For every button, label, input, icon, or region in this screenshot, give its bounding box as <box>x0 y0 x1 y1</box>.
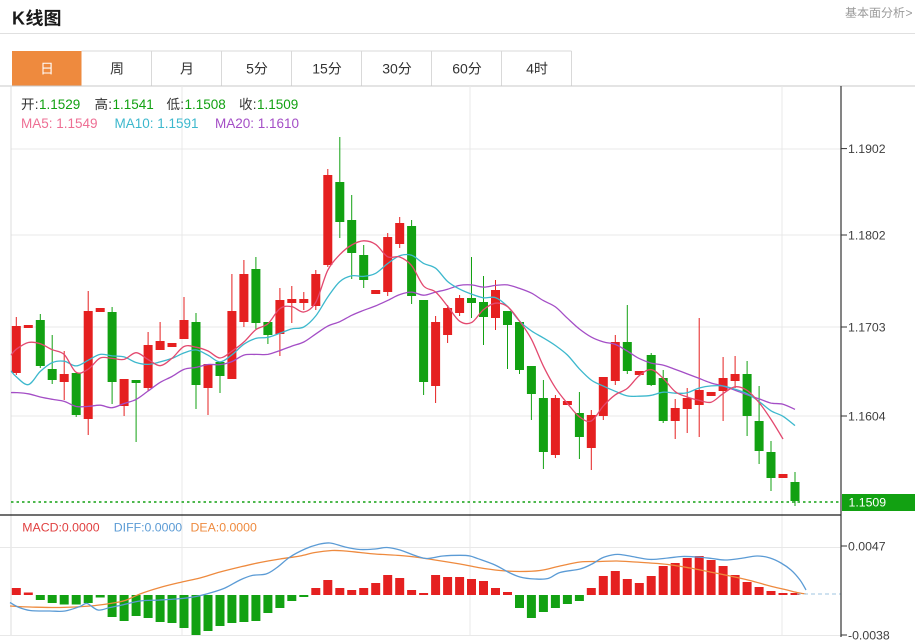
svg-text:1.1703: 1.1703 <box>848 320 886 334</box>
svg-text:MA5: 1.1549: MA5: 1.1549 <box>21 116 98 131</box>
svg-text:1.1509: 1.1509 <box>849 496 887 510</box>
svg-text:1.1604: 1.1604 <box>848 409 886 423</box>
svg-text:60: 60 <box>452 61 468 77</box>
svg-text:1.1508: 1.1508 <box>185 97 226 112</box>
svg-text:DIFF:0.0000: DIFF:0.0000 <box>114 521 183 535</box>
svg-text:MACD:0.0000: MACD:0.0000 <box>22 521 99 535</box>
svg-text:K: K <box>12 9 25 29</box>
svg-text:1.1509: 1.1509 <box>257 97 298 112</box>
svg-text:DEA:0.0000: DEA:0.0000 <box>191 521 257 535</box>
svg-text:5: 5 <box>246 61 254 77</box>
svg-text:MA20: 1.1610: MA20: 1.1610 <box>215 116 299 131</box>
svg-text:MA10: 1.1591: MA10: 1.1591 <box>115 116 199 131</box>
svg-text::: : <box>180 97 184 112</box>
svg-text:>: > <box>906 6 913 20</box>
svg-text:1.1802: 1.1802 <box>848 228 886 242</box>
svg-text:1.1902: 1.1902 <box>848 142 886 156</box>
svg-text:0.0047: 0.0047 <box>848 539 886 553</box>
svg-text::: : <box>108 97 112 112</box>
svg-text:30: 30 <box>382 61 398 77</box>
svg-text:1.1529: 1.1529 <box>39 97 80 112</box>
svg-text:-0.0038: -0.0038 <box>848 628 890 642</box>
svg-text:1.1541: 1.1541 <box>113 97 154 112</box>
svg-text:15: 15 <box>312 61 328 77</box>
svg-text::: : <box>35 97 39 112</box>
svg-text:4: 4 <box>526 61 534 77</box>
svg-text::: : <box>253 97 257 112</box>
